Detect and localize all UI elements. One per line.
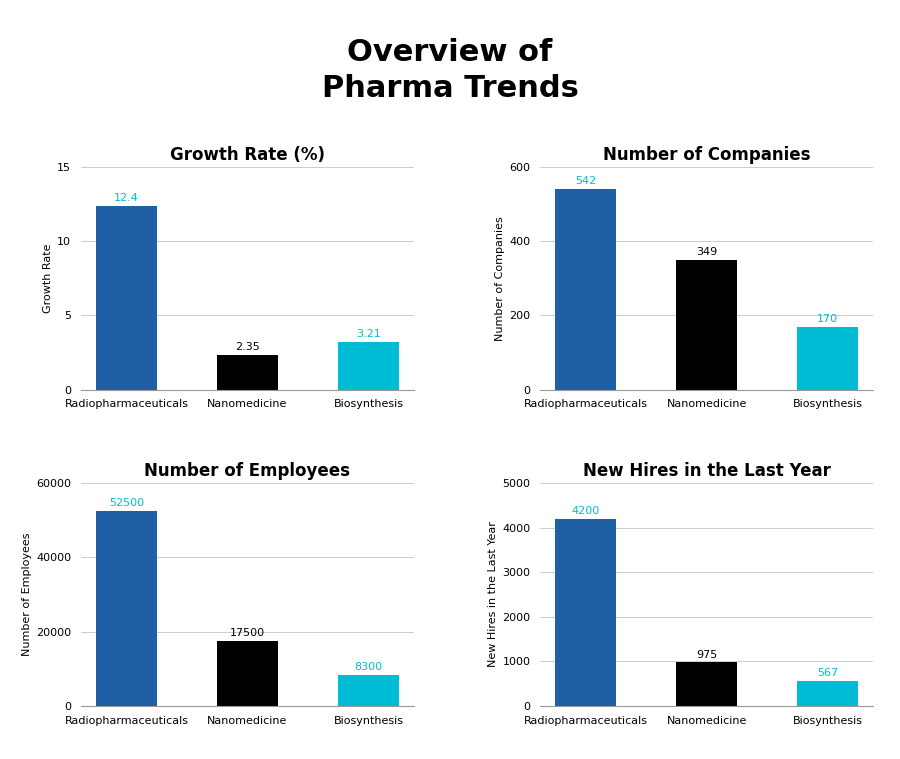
Title: Number of Employees: Number of Employees	[144, 462, 350, 480]
Y-axis label: New Hires in the Last Year: New Hires in the Last Year	[488, 521, 499, 667]
Y-axis label: Number of Companies: Number of Companies	[495, 216, 505, 341]
Text: 3.21: 3.21	[356, 329, 381, 339]
Title: New Hires in the Last Year: New Hires in the Last Year	[582, 462, 831, 480]
Bar	[338, 675, 399, 706]
Text: 8300: 8300	[355, 663, 382, 672]
Text: 2.35: 2.35	[235, 342, 260, 352]
Text: 567: 567	[817, 668, 838, 678]
Text: Overview of
Pharma Trends: Overview of Pharma Trends	[321, 38, 579, 103]
Bar	[338, 342, 399, 389]
Y-axis label: Number of Employees: Number of Employees	[22, 533, 32, 657]
Bar	[797, 326, 858, 389]
Bar	[677, 260, 737, 389]
Bar	[96, 206, 157, 389]
Text: 542: 542	[575, 176, 596, 186]
Title: Growth Rate (%): Growth Rate (%)	[170, 146, 325, 164]
Text: 975: 975	[696, 650, 717, 660]
Bar	[797, 681, 858, 706]
Title: Number of Companies: Number of Companies	[603, 146, 810, 164]
Bar	[217, 354, 277, 389]
Text: 17500: 17500	[230, 628, 265, 638]
Bar	[217, 641, 277, 706]
Bar	[677, 663, 737, 706]
Bar	[555, 519, 616, 706]
Text: 170: 170	[817, 314, 838, 324]
Bar	[555, 188, 616, 389]
Text: 12.4: 12.4	[114, 193, 139, 203]
Text: 52500: 52500	[109, 499, 144, 509]
Y-axis label: Growth Rate: Growth Rate	[43, 244, 53, 313]
Text: 4200: 4200	[572, 506, 599, 516]
Text: 349: 349	[696, 247, 717, 257]
Bar	[96, 511, 157, 706]
